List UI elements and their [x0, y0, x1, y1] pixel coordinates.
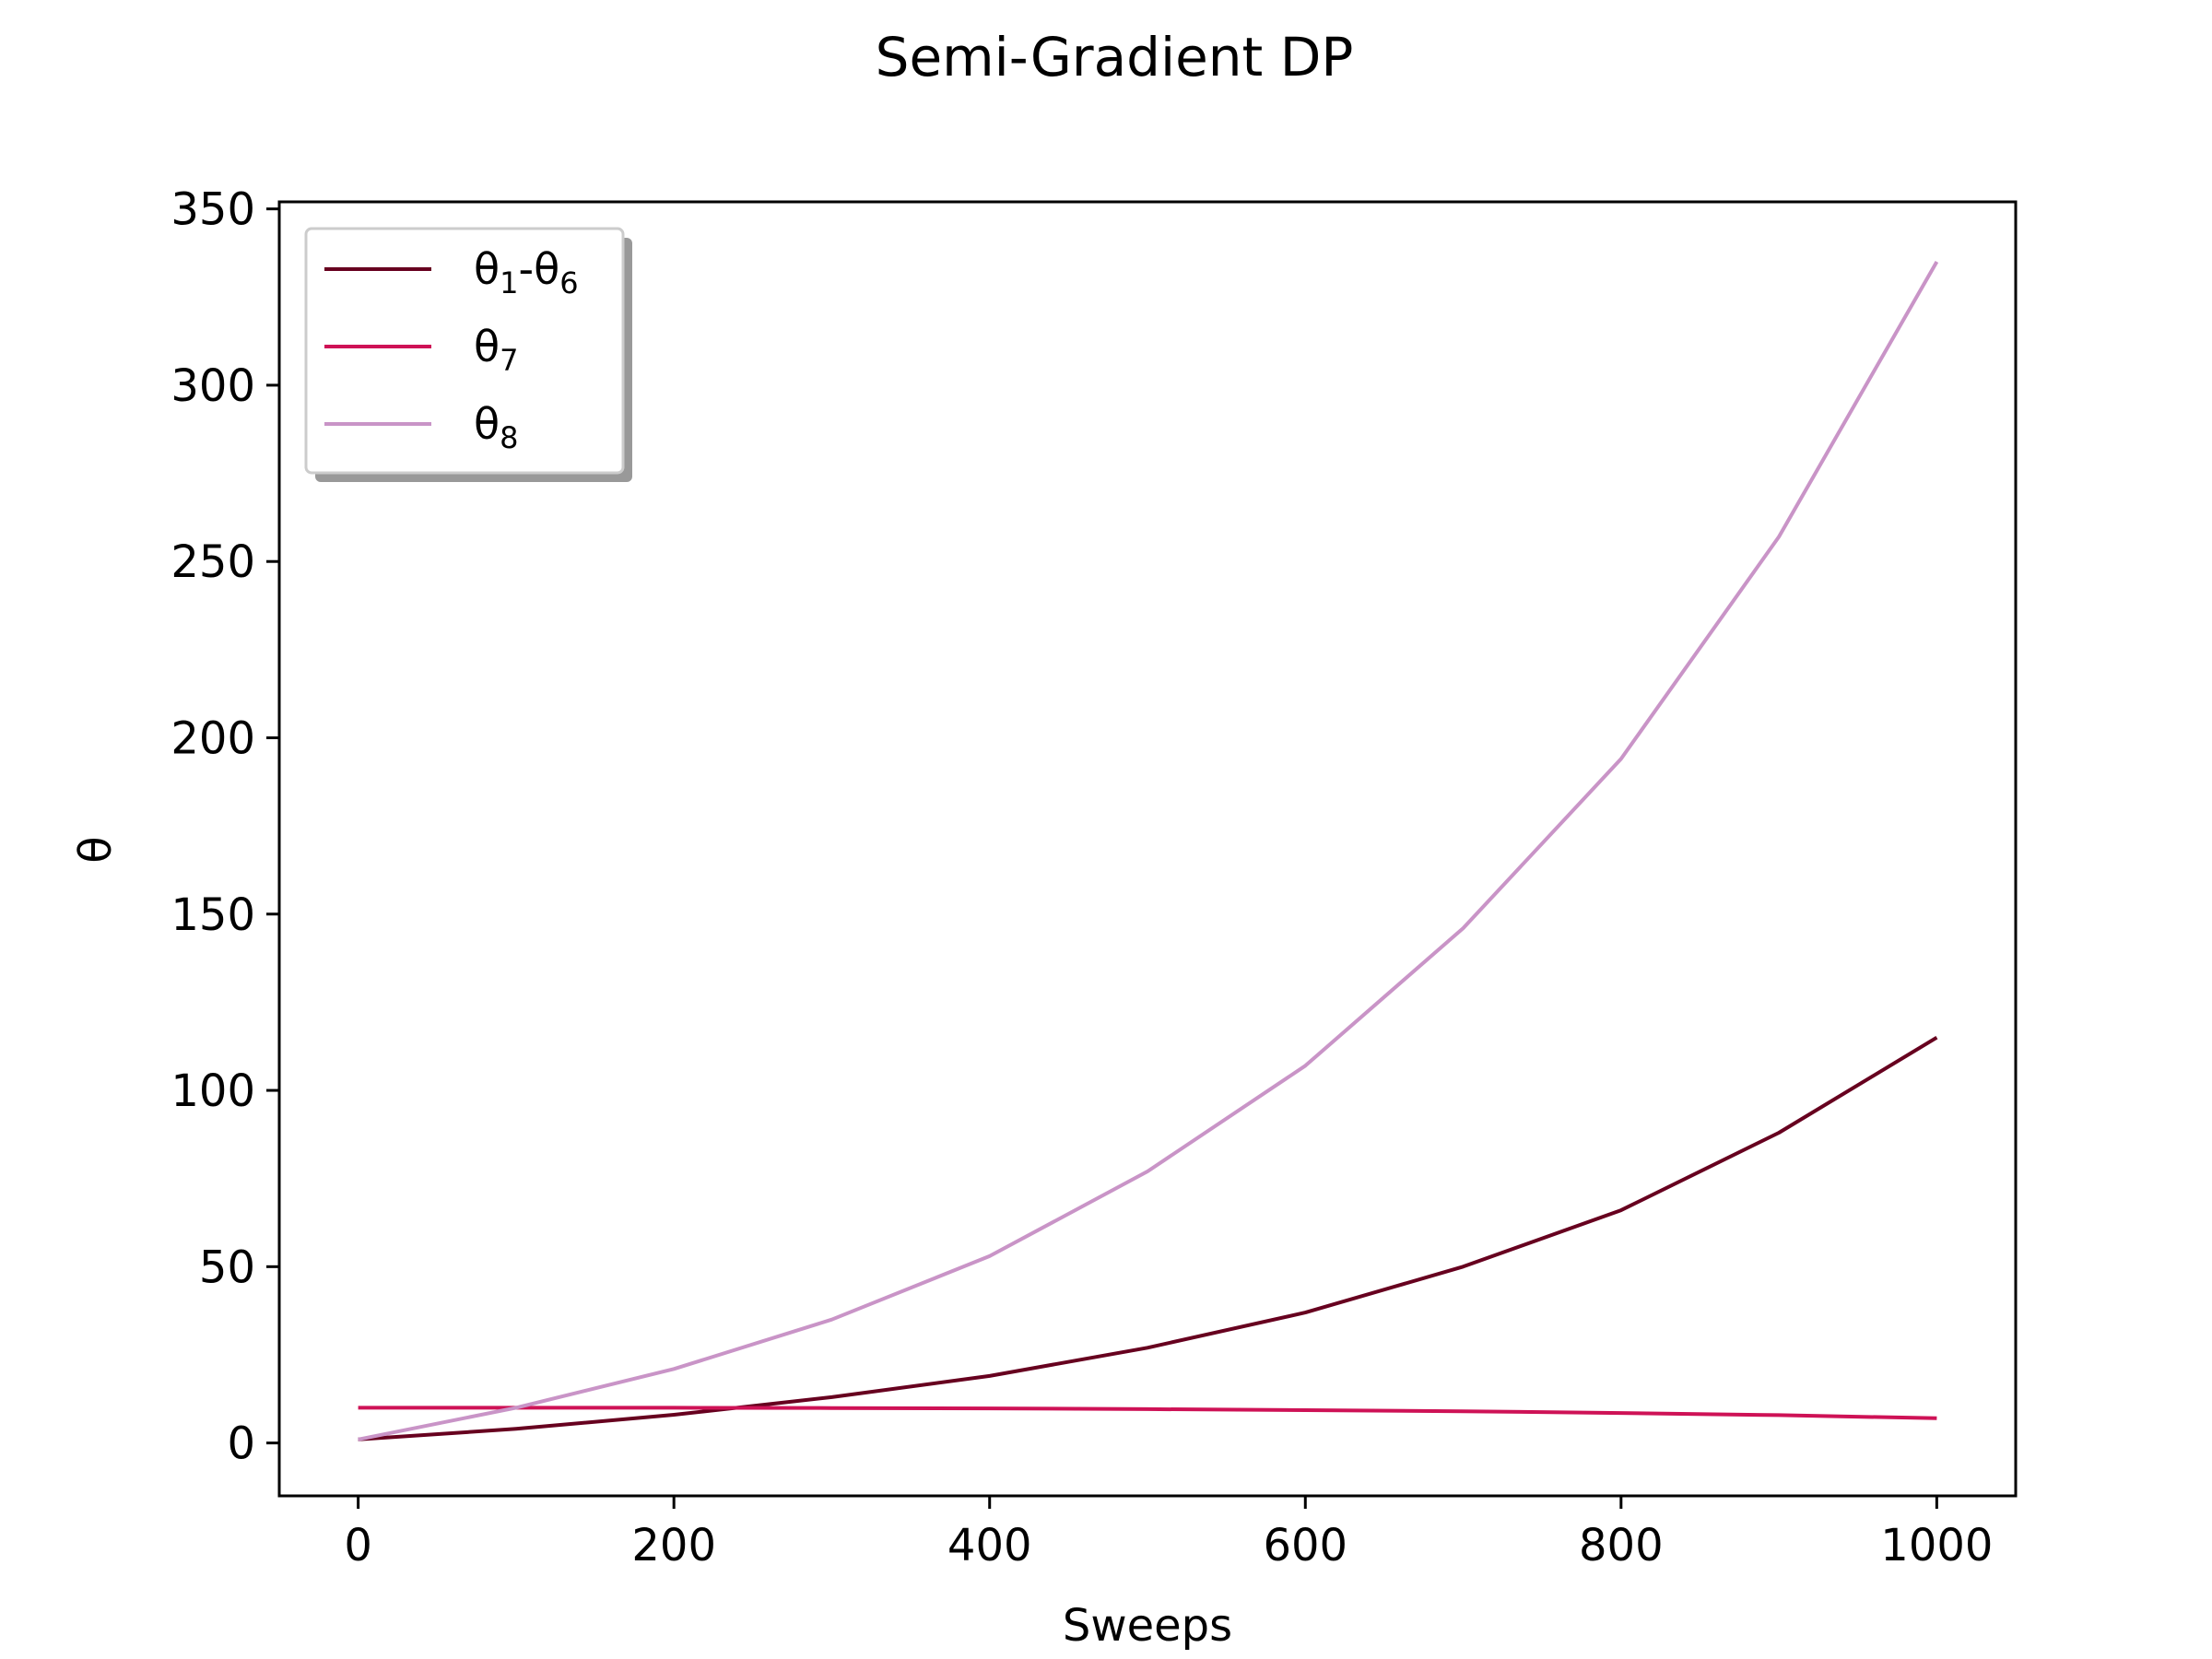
y-tick-label: 250 — [171, 536, 255, 588]
y-tick-label: 350 — [171, 184, 255, 236]
x-axis: 0 200 400 600 800 1000 — [344, 1496, 1993, 1571]
x-tick-label: 200 — [631, 1520, 716, 1571]
y-tick-label: 50 — [199, 1241, 255, 1293]
x-tick-label: 0 — [344, 1520, 372, 1571]
legend-label-1: θ1-θ6 — [474, 244, 579, 300]
series-line-3 — [358, 261, 1939, 1441]
series-lines — [358, 261, 1939, 1441]
plot-frame — [277, 200, 2018, 1498]
y-tick-label: 0 — [227, 1418, 255, 1470]
y-tick-label: 300 — [171, 360, 255, 412]
x-tick-label: 1000 — [1880, 1520, 1993, 1571]
y-tick-label: 200 — [171, 712, 255, 764]
y-tick-label: 150 — [171, 889, 255, 941]
legend-label-3: θ8 — [474, 399, 519, 455]
chart-title: Semi-Gradient DP — [876, 26, 1354, 88]
series-line-2 — [358, 1406, 1937, 1420]
y-tick-label: 100 — [171, 1065, 255, 1117]
x-axis-label: Sweeps — [1063, 1600, 1232, 1652]
x-tick-label: 800 — [1579, 1520, 1664, 1571]
y-axis: 0 50 100 150 200 250 300 350 — [171, 184, 279, 1470]
legend: θ1-θ6 θ7 θ8 — [304, 227, 632, 482]
y-axis-label: θ — [70, 836, 122, 863]
x-tick-label: 600 — [1263, 1520, 1347, 1571]
plot-area — [277, 200, 2018, 1498]
series-line-1 — [358, 1035, 1938, 1441]
legend-label-2: θ7 — [474, 322, 519, 378]
x-tick-label: 400 — [947, 1520, 1032, 1571]
legend-box — [304, 227, 625, 475]
